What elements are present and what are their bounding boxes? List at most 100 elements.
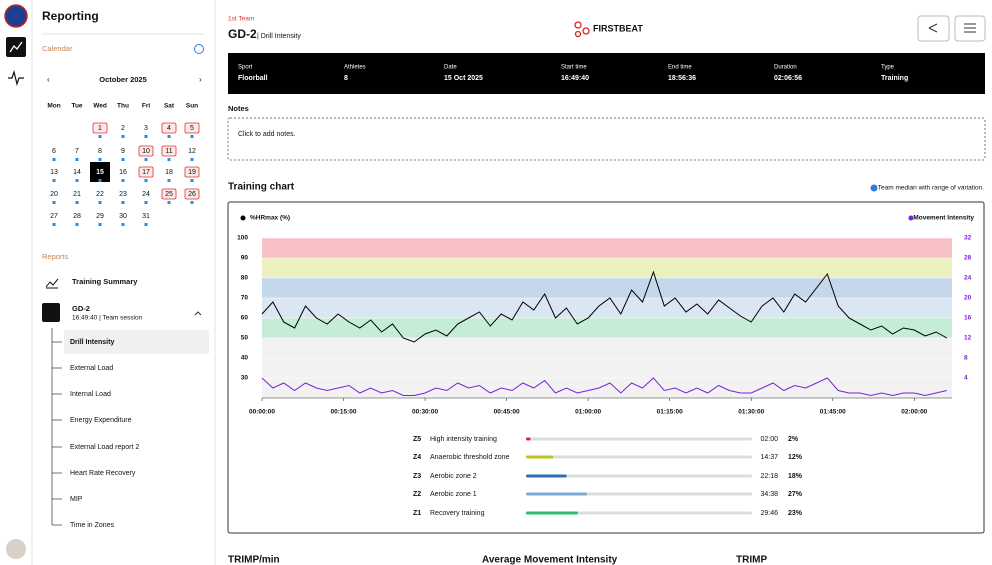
day[interactable]: 29 bbox=[96, 213, 104, 220]
y-tick-label: 30 bbox=[241, 375, 249, 382]
weekday: Tue bbox=[71, 103, 82, 110]
day[interactable]: 9 bbox=[121, 148, 125, 155]
report-item[interactable]: Energy Expenditure bbox=[70, 417, 132, 424]
day[interactable]: 4 bbox=[167, 125, 171, 132]
day[interactable]: 8 bbox=[98, 148, 102, 155]
section-title: Average Movement Intensity bbox=[482, 555, 618, 565]
report-item[interactable]: Internal Load bbox=[70, 391, 111, 398]
field-value: 8 bbox=[344, 75, 348, 82]
report-item[interactable]: MIP bbox=[70, 496, 83, 503]
x-tick-label: 01:30:00 bbox=[738, 409, 764, 416]
day[interactable]: 2 bbox=[121, 125, 125, 132]
zone-band bbox=[262, 298, 952, 318]
next-month[interactable]: › bbox=[199, 75, 202, 84]
report-item[interactable]: External Load bbox=[70, 365, 113, 372]
legend-swatch bbox=[908, 215, 914, 221]
session-title[interactable]: GD-2 bbox=[72, 304, 90, 313]
sidebar-title: Reporting bbox=[42, 9, 99, 23]
nav-reports[interactable] bbox=[6, 37, 26, 57]
zone-bar bbox=[526, 455, 554, 459]
day-dot bbox=[98, 135, 102, 138]
field-label: Sport bbox=[238, 65, 253, 71]
day[interactable]: 13 bbox=[50, 169, 58, 176]
report-item[interactable]: Drill Intensity bbox=[70, 339, 114, 346]
session-subtitle: 16:49:40 | Team session bbox=[72, 315, 143, 322]
nav-activity[interactable] bbox=[8, 69, 24, 87]
day-dot bbox=[52, 201, 56, 204]
day-dot bbox=[98, 223, 102, 226]
day[interactable]: 23 bbox=[119, 191, 127, 198]
info-icon[interactable] bbox=[194, 44, 204, 54]
notes-box[interactable] bbox=[227, 117, 986, 161]
zone-track bbox=[526, 474, 752, 478]
session-icon bbox=[42, 303, 60, 322]
day[interactable]: 1 bbox=[98, 125, 102, 132]
day[interactable]: 17 bbox=[142, 169, 150, 176]
x-tick-label: 00:30:00 bbox=[412, 409, 438, 416]
report-item[interactable]: Heart Rate Recovery bbox=[70, 470, 136, 477]
day-dot bbox=[75, 179, 79, 182]
day[interactable]: 12 bbox=[188, 148, 196, 155]
summary-icon bbox=[45, 278, 59, 289]
avatar[interactable] bbox=[6, 539, 26, 559]
section-label: Reports bbox=[42, 252, 69, 261]
zone-percent: 27% bbox=[788, 491, 803, 498]
day[interactable]: 11 bbox=[165, 148, 172, 155]
day[interactable]: 10 bbox=[142, 148, 150, 155]
y2-tick-label: 28 bbox=[964, 255, 972, 262]
section-title: TRIMP/min bbox=[228, 555, 280, 565]
logo[interactable] bbox=[4, 4, 28, 28]
day-dot bbox=[144, 201, 148, 204]
day[interactable]: 28 bbox=[73, 213, 81, 220]
page-title: GD-2 bbox=[228, 27, 257, 41]
field-label: Duration bbox=[774, 65, 797, 71]
day-dot bbox=[190, 135, 194, 138]
share-button[interactable] bbox=[917, 15, 950, 42]
day[interactable]: 14 bbox=[73, 169, 81, 176]
zone-band bbox=[262, 238, 952, 258]
day[interactable]: 19 bbox=[188, 169, 196, 176]
day[interactable]: 21 bbox=[73, 191, 81, 198]
day[interactable]: 6 bbox=[52, 148, 56, 155]
day[interactable]: 5 bbox=[190, 125, 194, 132]
field-value: Floorball bbox=[238, 75, 268, 82]
day[interactable]: 24 bbox=[142, 191, 150, 198]
day[interactable]: 22 bbox=[96, 191, 104, 198]
day[interactable]: 16 bbox=[119, 169, 127, 176]
zone-code: Z4 bbox=[413, 454, 421, 461]
report-item[interactable]: Time in Zones bbox=[70, 522, 115, 529]
icon-rail bbox=[0, 0, 32, 565]
day[interactable]: 20 bbox=[50, 191, 58, 198]
day[interactable]: 18 bbox=[165, 169, 173, 176]
day-dot bbox=[144, 158, 148, 161]
day-dot bbox=[167, 135, 171, 138]
day-dot bbox=[52, 179, 56, 182]
weekday: Sun bbox=[186, 103, 198, 110]
report-link[interactable]: Training Summary bbox=[72, 277, 138, 286]
day-dot bbox=[52, 223, 56, 226]
x-tick-label: 00:45:00 bbox=[494, 409, 520, 416]
day-dot bbox=[167, 201, 171, 204]
series-line bbox=[261, 270, 948, 343]
prev-month[interactable]: ‹ bbox=[47, 75, 50, 84]
zone-time: 29:46 bbox=[760, 510, 778, 517]
section-label: Calendar bbox=[42, 44, 73, 53]
zone-time: 22:18 bbox=[760, 473, 778, 480]
day[interactable]: 30 bbox=[119, 213, 127, 220]
y2-tick-label: 16 bbox=[964, 315, 972, 322]
day[interactable]: 7 bbox=[75, 148, 79, 155]
day[interactable]: 3 bbox=[144, 125, 148, 132]
y2-tick-label: 12 bbox=[964, 335, 972, 342]
zone-name: Recovery training bbox=[430, 510, 485, 517]
day[interactable]: 27 bbox=[50, 213, 58, 220]
day[interactable]: 31 bbox=[142, 213, 150, 220]
y-tick-label: 90 bbox=[241, 255, 249, 262]
day[interactable]: 15 bbox=[96, 169, 104, 176]
day[interactable]: 26 bbox=[188, 191, 196, 198]
event-day bbox=[184, 166, 200, 178]
collapse[interactable] bbox=[194, 311, 202, 316]
event-day bbox=[161, 145, 177, 157]
zone-percent: 23% bbox=[788, 510, 803, 517]
report-item[interactable]: External Load report 2 bbox=[70, 444, 139, 451]
day[interactable]: 25 bbox=[165, 191, 173, 198]
